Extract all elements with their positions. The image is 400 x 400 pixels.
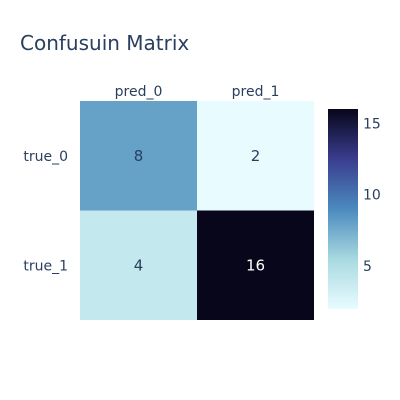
y-tick-label: true_0 bbox=[23, 149, 68, 165]
y-tick-label: true_1 bbox=[23, 258, 68, 274]
colorbar-gradient bbox=[328, 109, 358, 309]
cell-value-label: 8 bbox=[134, 147, 144, 165]
heatmap-cell bbox=[80, 101, 197, 211]
x-axis-ticks: pred_0 pred_1 bbox=[115, 84, 280, 100]
chart-title: Confusuin Matrix bbox=[20, 31, 189, 55]
colorbar-tick-label: 15 bbox=[363, 116, 381, 132]
colorbar-tick-label: 10 bbox=[363, 188, 381, 204]
y-axis-ticks: true_0 true_1 bbox=[23, 149, 68, 275]
x-tick-label: pred_1 bbox=[232, 84, 280, 100]
cell-value-label: 2 bbox=[251, 147, 261, 165]
cell-value-label: 16 bbox=[246, 256, 265, 274]
heatmap-cell bbox=[80, 210, 197, 320]
colorbar-tick-label: 5 bbox=[363, 259, 372, 275]
heatmap-cell bbox=[197, 210, 314, 320]
cell-value-label: 4 bbox=[134, 256, 144, 274]
heatmap-cell bbox=[197, 101, 314, 211]
colorbar: 5 10 15 bbox=[328, 109, 381, 309]
heatmap: 8 2 4 16 bbox=[80, 101, 314, 320]
x-tick-label: pred_0 bbox=[115, 84, 163, 100]
